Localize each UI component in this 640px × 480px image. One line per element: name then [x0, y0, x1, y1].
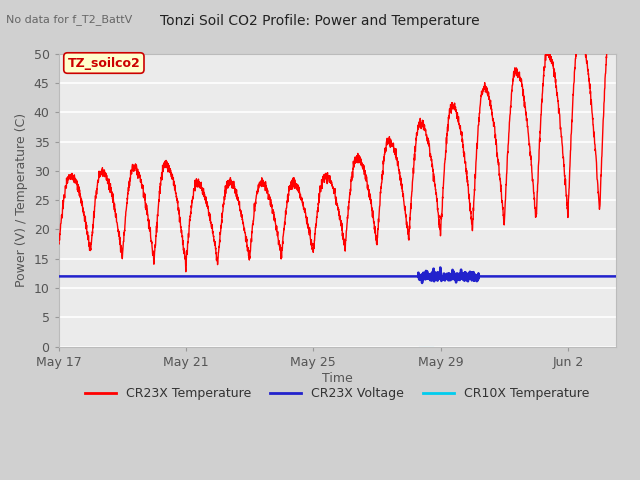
Text: TZ_soilco2: TZ_soilco2: [67, 57, 140, 70]
Legend: CR23X Temperature, CR23X Voltage, CR10X Temperature: CR23X Temperature, CR23X Voltage, CR10X …: [80, 382, 595, 405]
Text: Tonzi Soil CO2 Profile: Power and Temperature: Tonzi Soil CO2 Profile: Power and Temper…: [160, 14, 480, 28]
Text: No data for f_T2_BattV: No data for f_T2_BattV: [6, 14, 132, 25]
Y-axis label: Power (V) / Temperature (C): Power (V) / Temperature (C): [15, 113, 28, 287]
X-axis label: Time: Time: [322, 372, 353, 384]
